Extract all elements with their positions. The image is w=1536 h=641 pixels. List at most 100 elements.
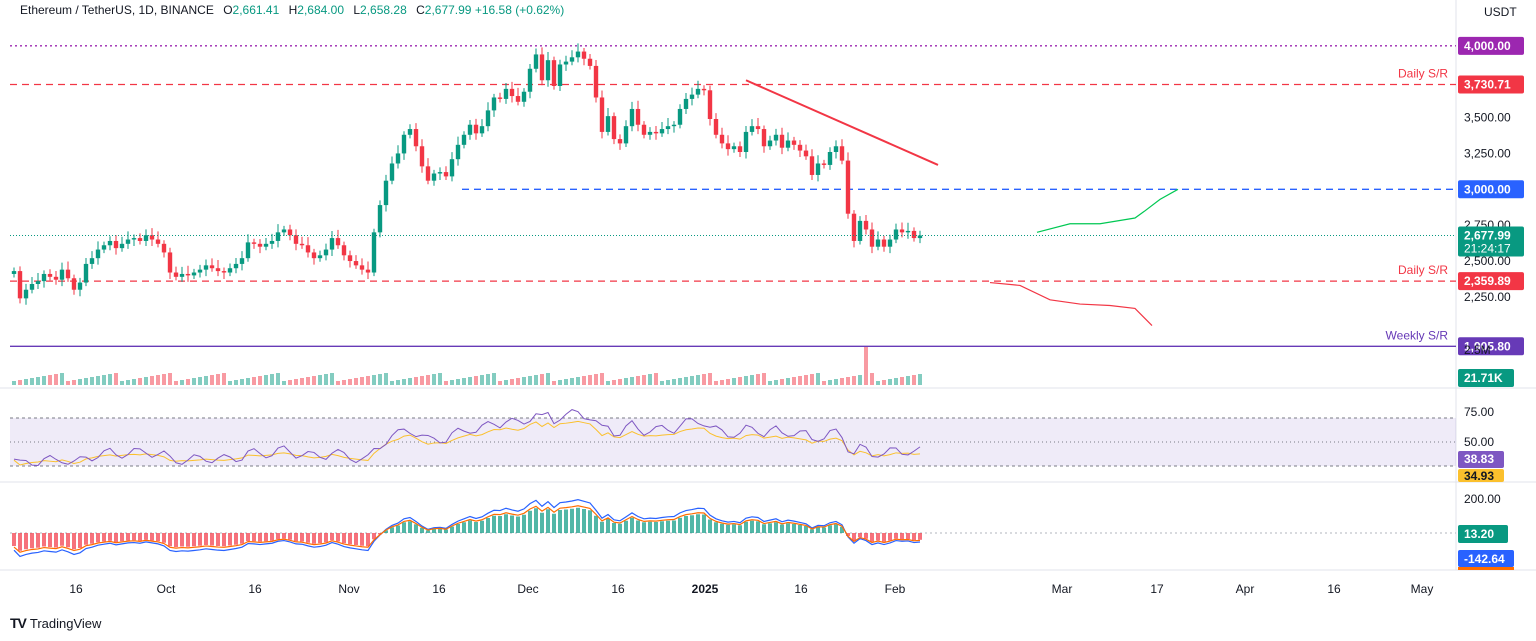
volume-bar [456,379,460,385]
macd-hist-bar [276,533,280,540]
volume-bar [198,377,202,385]
price-tick-label: 2,500.00 [1464,254,1511,268]
candle [683,98,689,109]
candle [803,150,809,157]
macd-hist-bar [144,533,148,540]
candle [779,134,785,148]
candle [299,243,305,246]
x-tick-label: May [1411,582,1434,596]
macd-hist-bar [138,533,142,541]
macd-hist-bar [720,523,724,533]
volume-bar [96,376,100,385]
countdown-label: 21:24:17 [1464,242,1511,256]
x-tick-label: 16 [69,582,83,596]
volume-bar [870,373,874,385]
candle [599,97,605,132]
macd-hist-bar [846,533,850,536]
macd-hist-bar [252,533,256,542]
candle [143,235,149,241]
macd-hist-bar [582,509,586,533]
macd-hist-bar [378,533,382,535]
volume-bar [294,379,298,385]
macd-hist-bar [402,522,406,533]
x-tick-label: Dec [517,582,538,596]
candle [101,245,107,250]
candle [503,88,509,99]
macd-hist-bar [492,515,496,533]
macd-hist-bar [672,520,676,533]
volume-bar [600,373,604,385]
rsi-tag [1458,451,1504,468]
volume-bar [216,374,220,385]
macd-hist-bar [750,520,754,533]
level-tag [1458,272,1524,291]
macd-hist-bar [732,524,736,533]
volume-bar [732,378,736,385]
candle [95,249,101,259]
candle [593,65,599,98]
macd-hist-bar [480,520,484,533]
volume-bar [834,379,838,385]
price-tick-label: 3,500.00 [1464,111,1511,125]
macd-hist-bar [894,533,898,539]
candle [389,163,395,181]
volume-bar [468,377,472,385]
macd-hist-bar [822,527,826,533]
candle [329,238,335,250]
candle [77,282,83,290]
volume-bar [696,375,700,385]
candle [611,116,617,140]
macd-hist-bar [528,510,532,533]
macd-hist-bar [234,533,238,545]
volume-bar [642,375,646,385]
candle [395,153,401,164]
level-tag-label: 1,905.80 [1464,339,1511,353]
x-tick-label: 16 [432,582,446,596]
candle [641,124,647,135]
volume-bar [540,374,544,385]
candle [527,68,533,92]
candle [623,126,629,144]
volume-bar [444,381,448,385]
candle [617,139,623,144]
candle [275,232,281,241]
macd-hist-bar [444,529,448,533]
candle [821,163,827,165]
volume-bar [762,373,766,385]
macd-hist-bar [714,522,718,533]
candle [83,263,89,283]
macd-hist-bar [30,533,34,549]
volume-bar [636,376,640,385]
candle [557,64,563,86]
macd-hist-bar [12,533,16,546]
candle [419,146,425,167]
macd-hist-bar [18,533,22,551]
volume-bar [708,373,712,385]
candle [65,269,71,279]
candle [443,172,449,177]
rsi-tick-label: 50.00 [1464,435,1494,449]
volume-bar [918,374,922,385]
macd-hist-bar [102,533,106,542]
price-tick-label: 2,250.00 [1464,290,1511,304]
macd-hist-bar [534,508,538,533]
candle [809,156,815,175]
volume-bar [264,375,268,385]
volume-bar [90,377,94,385]
candle [677,108,683,125]
candle [317,255,323,259]
volume-tag [1458,369,1514,387]
volume-bar [510,379,514,385]
macd-hist-bar [798,525,802,533]
open-value: 2,661.41 [232,3,280,17]
macd-hist-bar [438,528,442,533]
volume-bar [624,378,628,385]
macd-hist-bar [636,520,640,533]
macd-hist-bar [852,533,856,541]
volume-bar [714,381,718,385]
candle [311,252,317,259]
macd-hist-bar [384,530,388,533]
volume-bar [576,377,580,385]
volume-bar [672,379,676,385]
